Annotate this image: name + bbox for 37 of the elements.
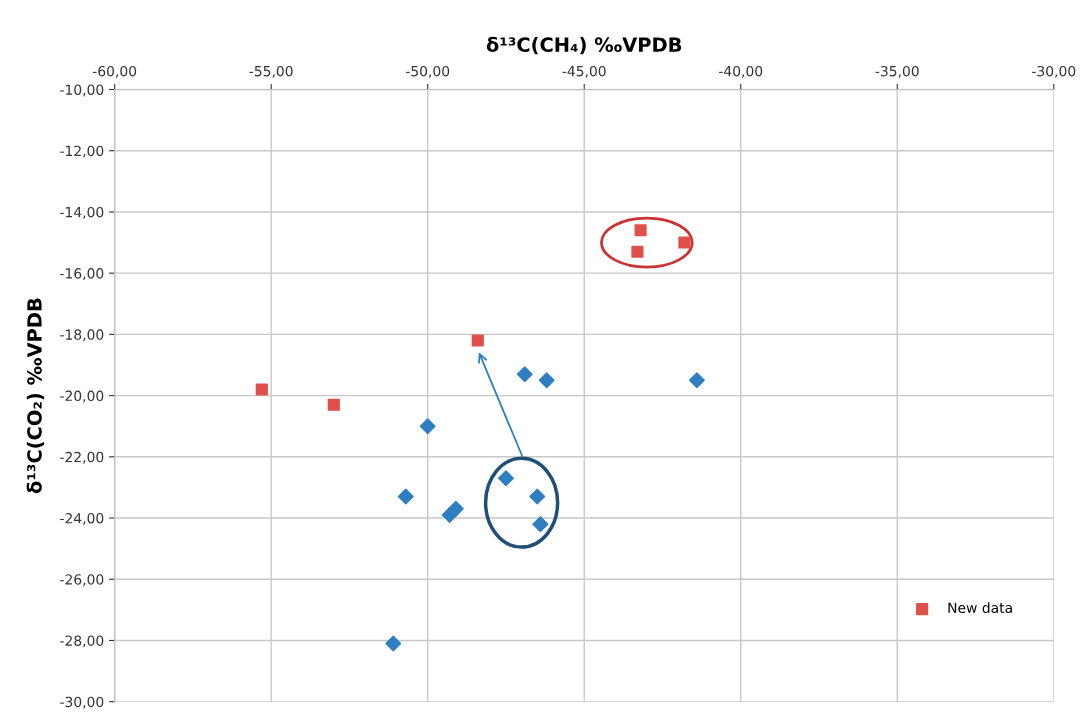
y-tick-label: -16,00 bbox=[60, 268, 104, 281]
x-tick-label: -45,00 bbox=[562, 65, 606, 78]
x-tick-label: -55,00 bbox=[249, 65, 293, 78]
y-tick-label: -30,00 bbox=[60, 696, 104, 709]
point bbox=[532, 516, 549, 533]
y-tick-label: -26,00 bbox=[60, 574, 104, 587]
point bbox=[447, 500, 464, 517]
x-tick-label: -35,00 bbox=[875, 65, 919, 78]
point bbox=[471, 334, 484, 347]
point bbox=[397, 488, 414, 505]
x-tick-label: -50,00 bbox=[405, 65, 450, 78]
point bbox=[419, 418, 436, 435]
y-tick-label: -22,00 bbox=[60, 451, 104, 464]
point bbox=[688, 372, 705, 389]
x-tick-label: -40,00 bbox=[719, 65, 763, 78]
point bbox=[516, 366, 533, 383]
point bbox=[678, 236, 691, 249]
point bbox=[631, 245, 644, 258]
point bbox=[538, 372, 555, 389]
point bbox=[634, 224, 647, 237]
x-tick-label: -60,00 bbox=[92, 65, 137, 78]
x-axis-title: δ¹³C(CH₄) ‰VPDB bbox=[486, 36, 682, 55]
point bbox=[255, 383, 268, 396]
point bbox=[497, 470, 514, 487]
y-tick-label: -28,00 bbox=[60, 635, 104, 648]
y-tick-label: -10,00 bbox=[60, 84, 104, 97]
y-tick-label: -14,00 bbox=[60, 206, 104, 219]
point bbox=[529, 488, 546, 505]
y-tick-label: -12,00 bbox=[60, 145, 104, 158]
point bbox=[327, 398, 340, 411]
y-tick-label: -20,00 bbox=[60, 390, 104, 403]
x-tick-label: -30,00 bbox=[1032, 65, 1076, 78]
legend-label: New data bbox=[948, 602, 1012, 614]
point bbox=[385, 635, 402, 652]
y-axis-title: δ¹³C(CO₂) ‰VPDB bbox=[26, 298, 45, 494]
y-tick-label: -18,00 bbox=[60, 329, 104, 342]
y-tick-label: -24,00 bbox=[60, 512, 104, 525]
